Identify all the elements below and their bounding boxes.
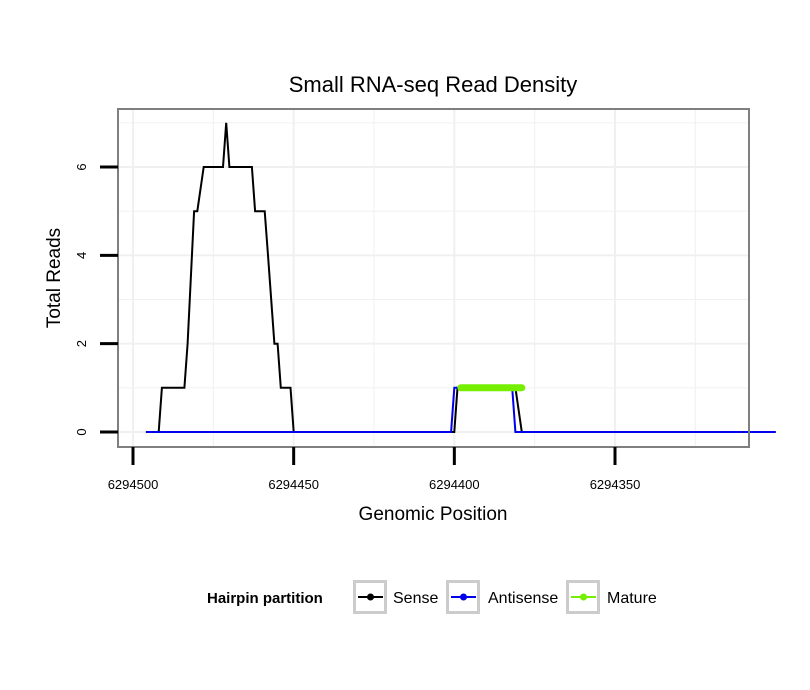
- x-tick-label: 6294500: [108, 477, 159, 492]
- y-axis-title: Total Reads: [44, 228, 65, 328]
- legend: Hairpin partition Sense Antisense Mature: [207, 580, 657, 614]
- chart-title: Small RNA-seq Read Density: [289, 72, 578, 97]
- x-tick-label: 6294350: [590, 477, 641, 492]
- legend-key-point: [367, 593, 374, 601]
- x-axis: 6294500 6294450 6294400 6294350: [108, 447, 641, 492]
- y-tick-label: 6: [74, 163, 89, 170]
- x-tick-label: 6294400: [429, 477, 480, 492]
- legend-title: Hairpin partition: [207, 590, 323, 607]
- x-tick-label: 6294450: [268, 477, 319, 492]
- x-axis-title: Genomic Position: [359, 504, 508, 525]
- legend-label-antisense: Antisense: [488, 590, 558, 607]
- y-tick-label: 4: [74, 252, 89, 259]
- legend-label-mature: Mature: [607, 590, 657, 607]
- plot-panel: [118, 109, 749, 447]
- legend-key-point: [460, 593, 467, 601]
- y-tick-label: 0: [74, 428, 89, 435]
- legend-label-sense: Sense: [393, 590, 438, 607]
- series-layer: [145, 122, 776, 433]
- legend-key-point: [580, 593, 587, 601]
- plot-border: [117, 108, 750, 448]
- y-tick-label: 2: [74, 340, 89, 347]
- y-axis: 0 2 4 6: [74, 163, 118, 436]
